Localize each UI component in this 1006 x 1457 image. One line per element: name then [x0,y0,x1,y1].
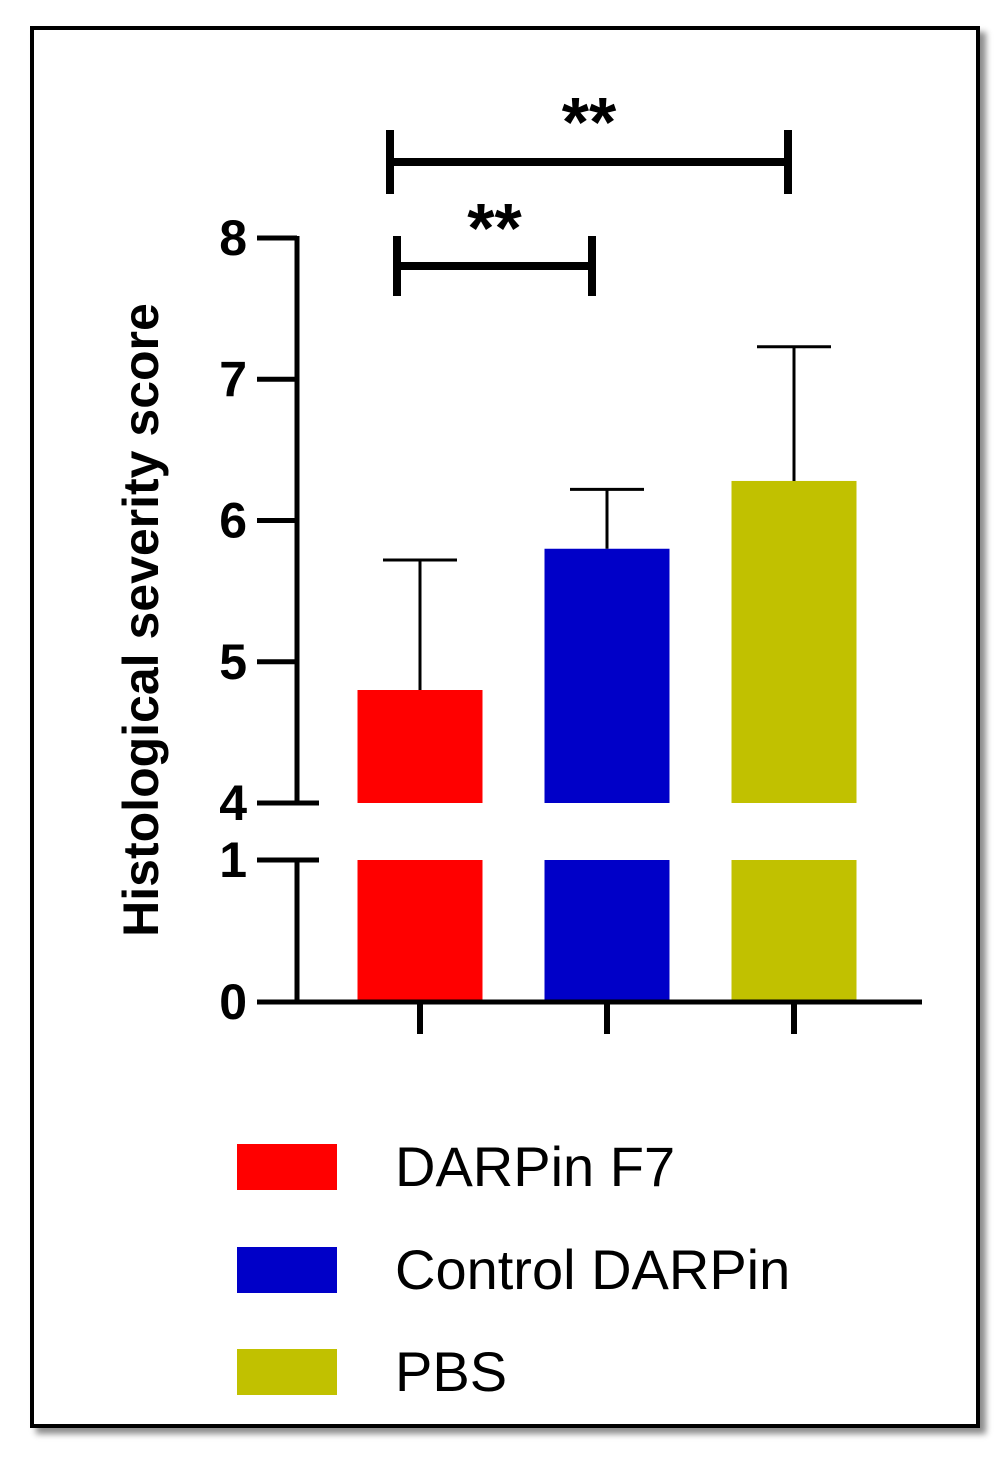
y-tick-label: 0 [219,974,247,1030]
legend-swatch [237,1348,337,1395]
legend-swatch [237,1143,337,1190]
legend-swatch [237,1246,337,1293]
y-tick-label: 5 [219,634,247,690]
significance-label: ** [562,83,617,161]
y-tick-label: 4 [219,775,247,831]
bar [357,690,483,803]
y-tick-label: 7 [219,351,247,407]
legend-item-control-darpin: Control DARPin [237,1237,790,1302]
legend-label: Control DARPin [395,1238,791,1301]
legend-item-darpin-f7: DARPin F7 [237,1134,675,1199]
bar-chart: 4 5 6 7 8 0 1 Histological severity score ** ** [113,83,922,1034]
bar-lower [544,860,670,1002]
significance-label: ** [467,189,522,267]
legend-label: DARPin F7 [395,1135,676,1198]
y-tick-label: 6 [219,493,247,549]
legend-item-pbs: PBS [237,1339,507,1404]
y-axis-title: Histological severity score [113,303,169,937]
legend-label: PBS [395,1340,508,1403]
bar-lower [731,860,857,1002]
bar-lower [357,860,483,1002]
bar [731,480,857,803]
y-tick-label: 1 [219,832,247,888]
y-tick-label: 8 [219,210,247,266]
bar [544,548,670,803]
